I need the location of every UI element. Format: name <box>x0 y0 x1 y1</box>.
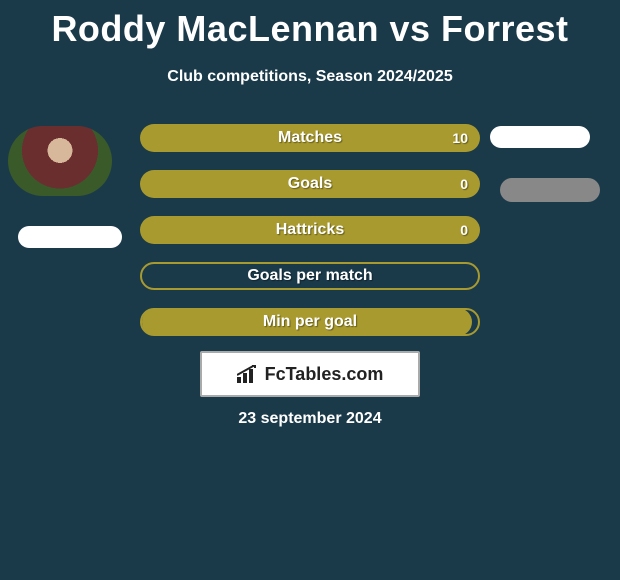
player-avatar-left <box>8 126 112 196</box>
stat-label: Goals per match <box>247 267 372 285</box>
brand-text: FcTables.com <box>265 364 384 385</box>
stat-value: 0 <box>460 222 468 238</box>
brand-logo-box: FcTables.com <box>200 351 420 397</box>
player-badge-right-1 <box>490 126 590 148</box>
player-badge-left <box>18 226 122 248</box>
bars-icon <box>237 365 259 383</box>
stat-bar-hattricks: Hattricks 0 <box>140 216 480 244</box>
stat-label: Hattricks <box>276 221 344 239</box>
stat-value: 10 <box>452 130 468 146</box>
date-text: 23 september 2024 <box>0 410 620 428</box>
player-badge-right-2 <box>500 178 600 202</box>
stat-label: Min per goal <box>263 313 357 331</box>
stat-bar-goals: Goals 0 <box>140 170 480 198</box>
stat-bar-goals-per-match: Goals per match <box>140 262 480 290</box>
page-title: Roddy MacLennan vs Forrest <box>0 0 620 50</box>
stat-label: Goals <box>288 175 332 193</box>
subtitle: Club competitions, Season 2024/2025 <box>0 68 620 86</box>
stat-value: 0 <box>460 176 468 192</box>
stat-bar-min-per-goal: Min per goal <box>140 308 480 336</box>
stat-label: Matches <box>278 129 342 147</box>
stat-bars-container: Matches 10 Goals 0 Hattricks 0 Goals per… <box>140 124 480 354</box>
stat-bar-matches: Matches 10 <box>140 124 480 152</box>
